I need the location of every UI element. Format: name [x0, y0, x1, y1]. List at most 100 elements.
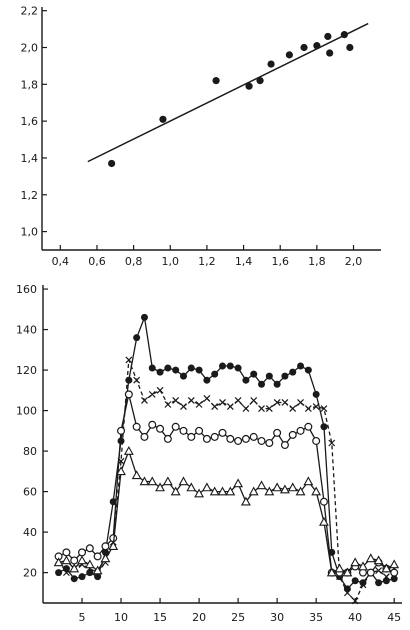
data-point	[172, 366, 180, 374]
data-point	[287, 482, 298, 492]
data-point	[101, 542, 110, 551]
data-point	[390, 575, 398, 583]
y-tick-label: 140	[16, 324, 37, 337]
series-filled-circle	[55, 313, 398, 593]
data-point	[381, 563, 392, 573]
data-point	[258, 405, 265, 412]
data-point	[343, 589, 351, 597]
data-point	[340, 31, 348, 39]
data-point	[328, 439, 336, 447]
data-point	[265, 405, 273, 412]
data-point	[124, 390, 133, 399]
y-tick-label: 100	[16, 405, 37, 418]
x-tick-label: 0,8	[125, 255, 143, 268]
y-tick-label: 1,8	[21, 78, 39, 91]
series-open-circle	[54, 390, 399, 577]
data-point	[358, 561, 368, 571]
data-point	[178, 476, 189, 486]
data-point	[375, 579, 383, 587]
data-point	[164, 364, 172, 372]
series-line	[58, 359, 395, 603]
data-point	[133, 334, 141, 342]
data-point	[234, 397, 242, 404]
x-tick-label: 25	[231, 611, 245, 624]
data-point	[194, 488, 205, 498]
y-tick-label: 1,0	[21, 226, 39, 239]
data-point	[132, 422, 141, 431]
data-point	[312, 403, 320, 410]
data-point	[324, 32, 332, 41]
line-chart: 20 40 60 80 100 120 140 160 5 10 15 20 25 30 35 40 45	[16, 283, 402, 624]
y-tick-label: 60	[23, 486, 37, 499]
data-point	[55, 569, 63, 577]
data-point	[108, 541, 119, 551]
data-point	[285, 51, 293, 59]
data-point	[320, 405, 328, 412]
data-point	[164, 401, 172, 408]
data-point	[233, 478, 244, 488]
data-point	[280, 484, 290, 494]
data-point	[312, 436, 321, 445]
data-point	[256, 77, 264, 85]
data-point	[116, 466, 126, 476]
data-point	[226, 362, 234, 370]
x-tick-label: 10	[114, 611, 128, 624]
data-point	[280, 441, 289, 450]
data-point	[203, 395, 211, 402]
data-point	[326, 49, 334, 57]
data-point	[242, 376, 250, 384]
data-point	[62, 569, 70, 577]
data-point	[319, 497, 328, 506]
data-point	[225, 486, 236, 496]
data-point	[162, 476, 173, 486]
y-tick-label: 1,2	[21, 189, 39, 202]
y-tick-label: 2,0	[21, 42, 39, 55]
data-point	[300, 43, 308, 52]
x-tick-label: 2,0	[345, 255, 363, 268]
data-point	[248, 486, 259, 496]
y-tick-label: 40	[23, 526, 37, 539]
x-tick-label: 1,6	[271, 255, 289, 268]
x-tick-label: 0,6	[88, 255, 106, 268]
data-point	[171, 422, 180, 431]
data-point	[245, 82, 253, 90]
data-point	[131, 470, 142, 480]
data-point	[256, 480, 267, 490]
data-point	[70, 575, 78, 583]
data-point	[226, 403, 234, 410]
x-tick-label: 45	[387, 611, 401, 624]
data-point	[258, 380, 266, 388]
data-point	[311, 486, 322, 496]
data-point	[281, 399, 289, 406]
data-point	[170, 486, 181, 496]
data-point	[250, 370, 258, 378]
x-tick-label: 20	[192, 611, 206, 624]
data-point	[195, 366, 203, 374]
data-point	[313, 42, 321, 50]
data-point	[303, 476, 314, 486]
data-point	[217, 486, 228, 496]
data-point	[304, 366, 312, 374]
y-tick-label: 160	[16, 283, 37, 296]
data-point	[382, 573, 390, 581]
data-point	[319, 516, 329, 526]
data-point	[156, 424, 165, 433]
y-tick-label: 2,2	[21, 5, 39, 18]
data-point	[390, 568, 399, 577]
data-point	[186, 482, 197, 492]
data-point	[211, 403, 219, 410]
series-triangle	[53, 445, 400, 577]
data-point	[366, 568, 375, 577]
data-point	[100, 553, 111, 563]
x-tick-label: 15	[153, 611, 167, 624]
data-point	[359, 581, 367, 589]
data-point	[195, 426, 204, 435]
data-point	[203, 376, 211, 384]
y-tick-label: 80	[23, 445, 37, 458]
data-point	[179, 372, 187, 380]
data-point	[226, 434, 235, 443]
data-point	[209, 486, 220, 496]
data-point	[350, 557, 361, 567]
data-point	[187, 432, 196, 441]
data-point	[326, 567, 337, 577]
